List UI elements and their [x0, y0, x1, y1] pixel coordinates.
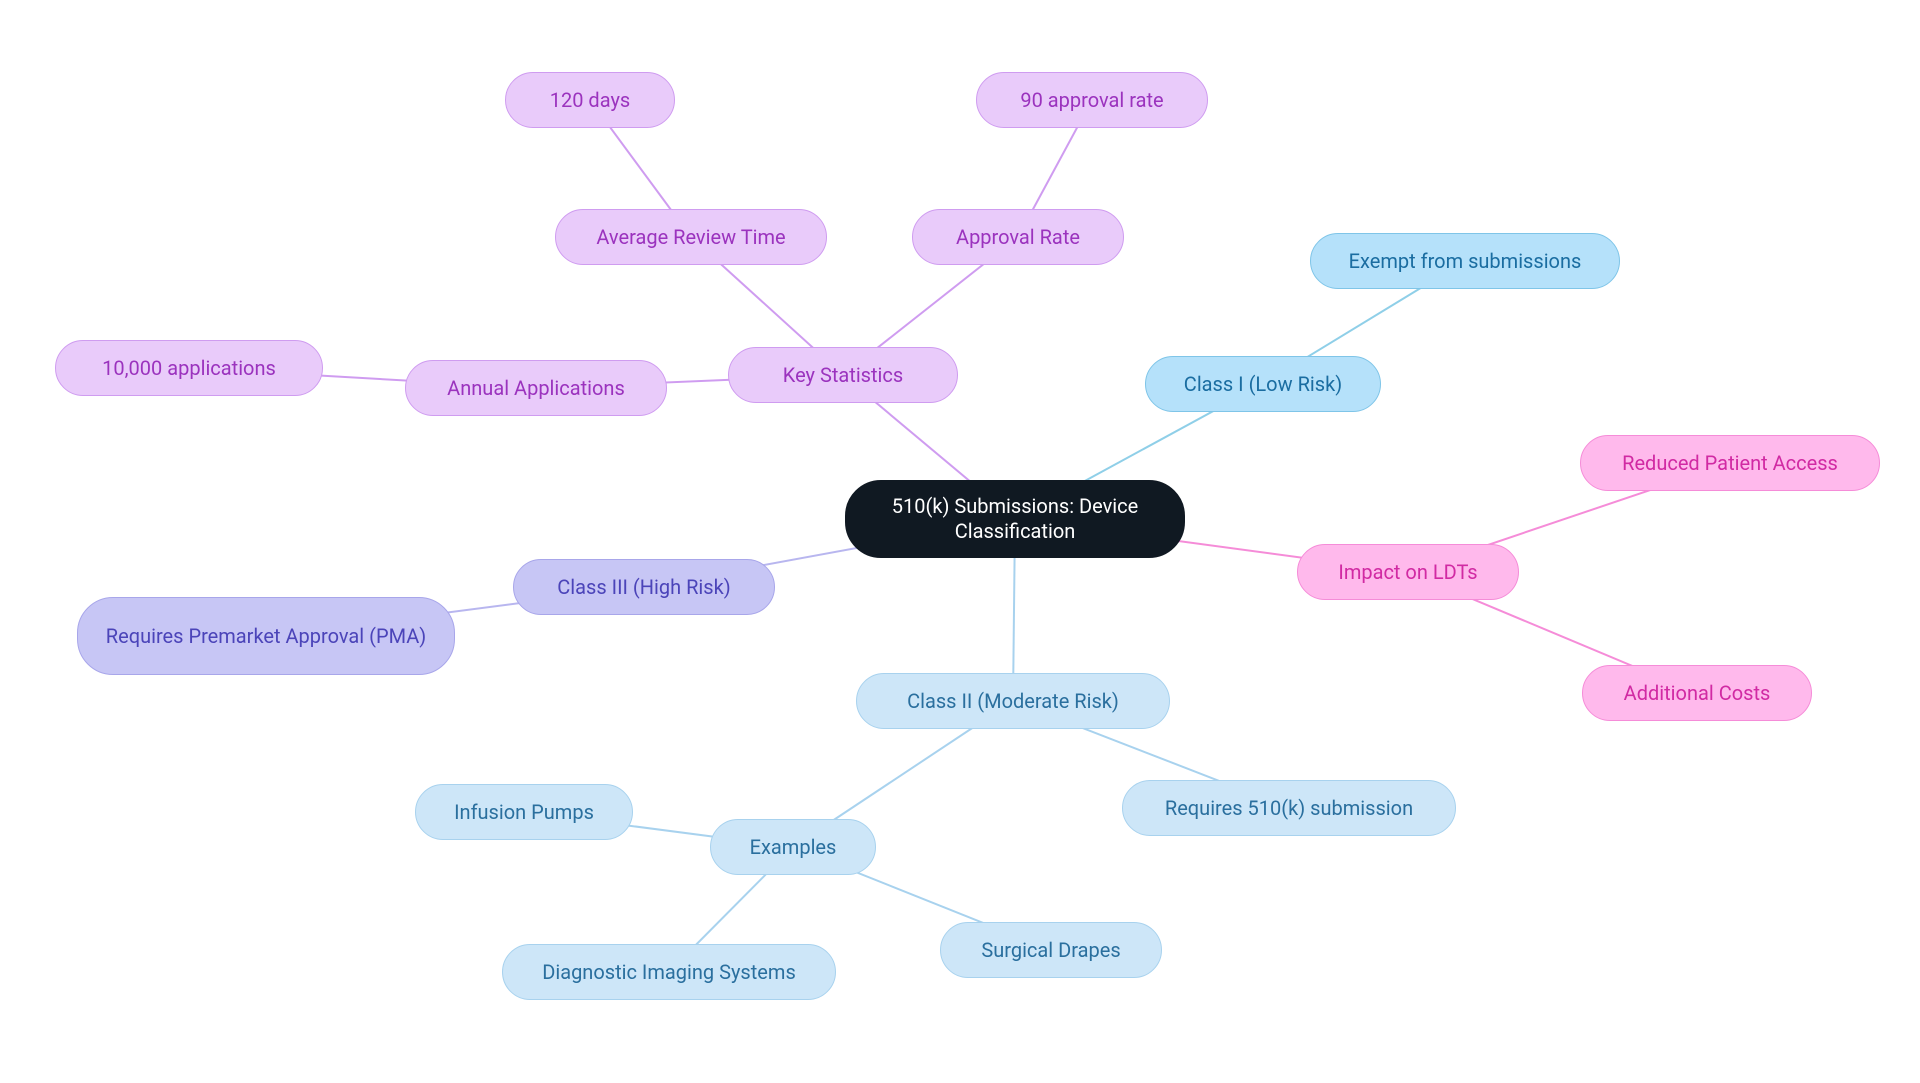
node-class3-label: Class III (High Risk): [557, 575, 730, 600]
node-ldt-label: Impact on LDTs: [1338, 560, 1477, 585]
node-days120[interactable]: 120 days: [505, 72, 675, 128]
node-req510k[interactable]: Requires 510(k) submission: [1122, 780, 1456, 836]
node-class2-label: Class II (Moderate Risk): [907, 689, 1119, 714]
node-examples-label: Examples: [750, 835, 837, 860]
node-pma-label: Requires Premarket Approval (PMA): [106, 624, 426, 649]
node-class1-label: Class I (Low Risk): [1184, 372, 1342, 397]
node-keystats-label: Key Statistics: [783, 363, 903, 388]
node-tenk[interactable]: 10,000 applications: [55, 340, 323, 396]
node-days120-label: 120 days: [550, 88, 630, 113]
node-annapps-label: Annual Applications: [447, 376, 625, 401]
node-class1[interactable]: Class I (Low Risk): [1145, 356, 1381, 412]
node-examples[interactable]: Examples: [710, 819, 876, 875]
node-diagimg-label: Diagnostic Imaging Systems: [542, 960, 796, 985]
node-ninety-label: 90 approval rate: [1020, 88, 1163, 113]
node-diagimg[interactable]: Diagnostic Imaging Systems: [502, 944, 836, 1000]
node-reduced[interactable]: Reduced Patient Access: [1580, 435, 1880, 491]
node-ninety[interactable]: 90 approval rate: [976, 72, 1208, 128]
node-exempt[interactable]: Exempt from submissions: [1310, 233, 1620, 289]
node-infusion[interactable]: Infusion Pumps: [415, 784, 633, 840]
node-class2[interactable]: Class II (Moderate Risk): [856, 673, 1170, 729]
node-avgrev[interactable]: Average Review Time: [555, 209, 827, 265]
node-pma[interactable]: Requires Premarket Approval (PMA): [77, 597, 455, 675]
node-infusion-label: Infusion Pumps: [454, 800, 594, 825]
node-annapps[interactable]: Annual Applications: [405, 360, 667, 416]
node-class3[interactable]: Class III (High Risk): [513, 559, 775, 615]
node-exempt-label: Exempt from submissions: [1349, 249, 1582, 274]
node-req510k-label: Requires 510(k) submission: [1165, 796, 1413, 821]
node-avgrev-label: Average Review Time: [596, 225, 785, 250]
node-root[interactable]: 510(k) Submissions: Device Classificatio…: [845, 480, 1185, 558]
node-root-label: 510(k) Submissions: Device Classificatio…: [868, 494, 1162, 544]
node-drapes[interactable]: Surgical Drapes: [940, 922, 1162, 978]
node-ldt[interactable]: Impact on LDTs: [1297, 544, 1519, 600]
node-tenk-label: 10,000 applications: [102, 356, 276, 381]
node-keystats[interactable]: Key Statistics: [728, 347, 958, 403]
node-reduced-label: Reduced Patient Access: [1622, 451, 1838, 476]
node-apprate-label: Approval Rate: [956, 225, 1080, 250]
node-drapes-label: Surgical Drapes: [981, 938, 1120, 963]
node-addcost-label: Additional Costs: [1624, 681, 1771, 706]
node-addcost[interactable]: Additional Costs: [1582, 665, 1812, 721]
node-apprate[interactable]: Approval Rate: [912, 209, 1124, 265]
